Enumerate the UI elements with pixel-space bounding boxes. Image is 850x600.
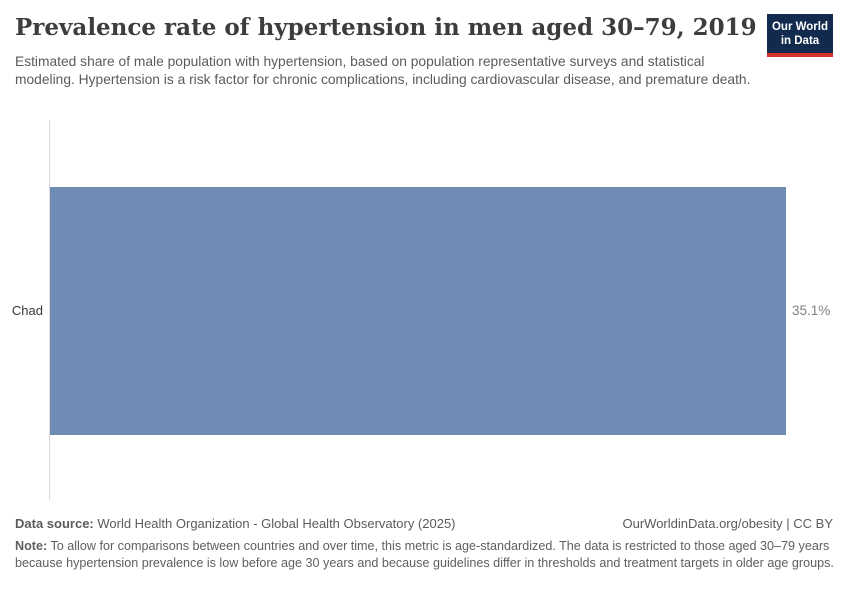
note-label: Note: <box>15 539 48 553</box>
attribution-link[interactable]: OurWorldinData.org/obesity | CC BY <box>622 516 834 531</box>
footer-note: Note: To allow for comparisons between c… <box>15 538 839 571</box>
footer-source-row: Data source: World Health Organization -… <box>15 516 833 531</box>
y-axis-line <box>49 120 50 500</box>
owid-logo-line1: Our World <box>771 21 828 33</box>
owid-logo-line2: in Data <box>780 35 820 48</box>
data-source-line: Data source: World Health Organization -… <box>15 516 456 531</box>
bar-chad[interactable] <box>50 187 786 435</box>
value-label: 35.1% <box>792 303 831 318</box>
chart-title: Prevalence rate of hypertension in men a… <box>15 14 757 41</box>
note-text: To allow for comparisons between countri… <box>15 539 834 570</box>
chart-subtitle: Estimated share of male population with … <box>15 54 751 87</box>
data-source-text: World Health Organization - Global Healt… <box>93 516 456 531</box>
owid-logo[interactable]: Our World in Data <box>767 14 833 58</box>
data-source-label: Data source: <box>15 516 94 531</box>
entity-label: Chad <box>11 303 43 318</box>
